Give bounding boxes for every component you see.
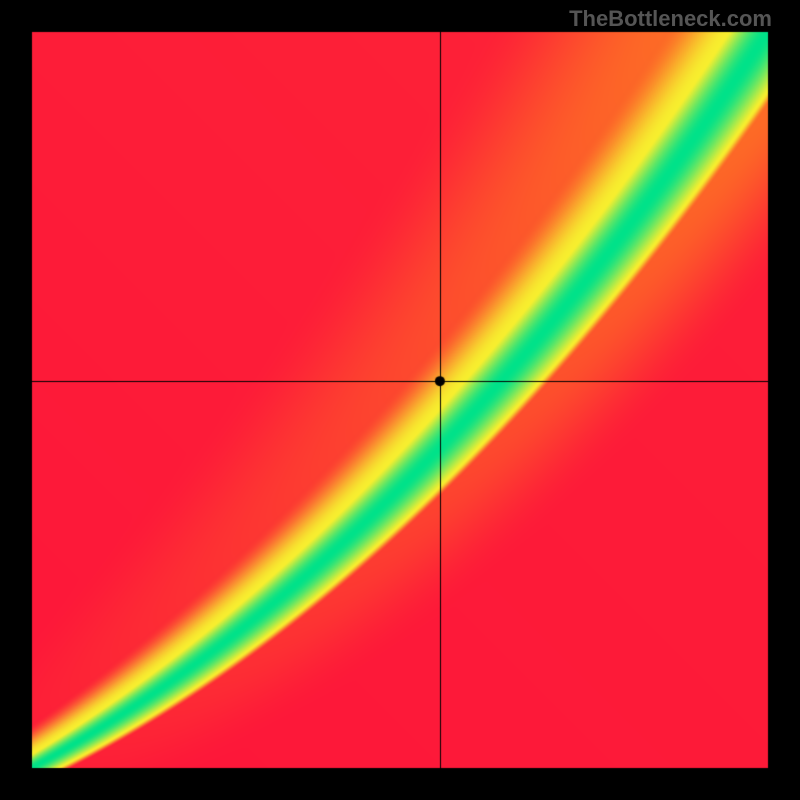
chart-container: TheBottleneck.com — [0, 0, 800, 800]
watermark-text: TheBottleneck.com — [569, 6, 772, 32]
bottleneck-heatmap — [0, 0, 800, 800]
